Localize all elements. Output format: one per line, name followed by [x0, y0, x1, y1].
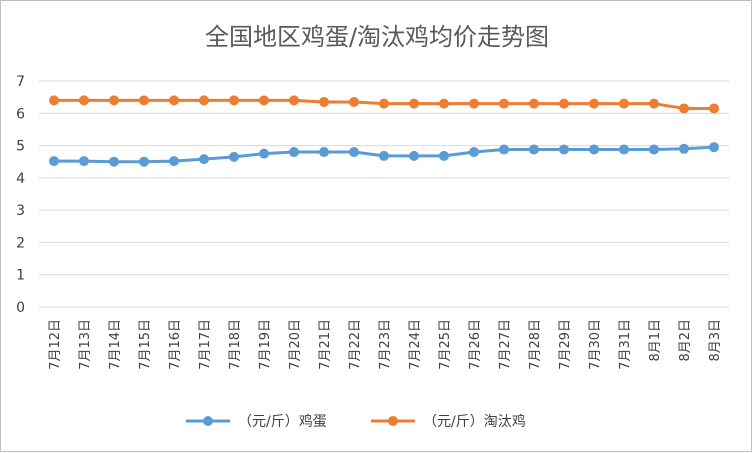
- data-point: [529, 144, 539, 155]
- x-tick-label: 7月28日: [528, 319, 543, 370]
- data-point: [49, 156, 59, 167]
- data-point: [439, 98, 449, 109]
- x-tick-label: 7月19日: [258, 319, 273, 370]
- data-point: [469, 98, 479, 109]
- x-tick-label: 7月18日: [228, 319, 243, 370]
- data-point: [139, 156, 149, 167]
- data-point: [319, 96, 329, 107]
- y-axis-ticks: 0 1 2 3 4 5 6 7: [16, 74, 25, 316]
- data-point: [679, 143, 689, 154]
- data-point: [109, 95, 119, 106]
- data-point: [589, 98, 599, 109]
- x-tick-label: 7月25日: [438, 319, 453, 370]
- data-point: [349, 147, 359, 158]
- data-point: [319, 147, 329, 158]
- data-point: [499, 144, 509, 155]
- data-point: [169, 156, 179, 167]
- x-tick-label: 7月24日: [408, 319, 423, 370]
- x-tick-label: 7月13日: [78, 319, 93, 370]
- data-point: [499, 98, 509, 109]
- y-tick-label: 2: [16, 235, 25, 251]
- x-tick-label: 7月12日: [48, 319, 63, 370]
- data-point: [49, 95, 59, 106]
- x-tick-label: 7月31日: [618, 319, 633, 370]
- data-point: [559, 98, 569, 109]
- series-1: [49, 142, 719, 167]
- series-layer: [49, 95, 719, 167]
- y-tick-label: 0: [16, 300, 25, 316]
- data-point: [529, 98, 539, 109]
- data-point: [469, 147, 479, 158]
- data-point: [559, 144, 569, 155]
- x-tick-label: 7月27日: [498, 319, 513, 370]
- data-point: [709, 103, 719, 114]
- data-point: [199, 154, 209, 165]
- x-tick-label: 7月15日: [138, 319, 153, 370]
- chart-title: 全国地区鸡蛋/淘汰鸡均价走势图: [205, 23, 549, 51]
- legend-swatch-marker: [203, 416, 213, 426]
- y-tick-label: 7: [16, 74, 25, 90]
- data-point: [169, 95, 179, 106]
- y-tick-label: 5: [16, 139, 25, 155]
- data-point: [349, 96, 359, 107]
- data-point: [379, 98, 389, 109]
- legend-swatch-marker: [388, 416, 398, 426]
- x-tick-label: 7月14日: [108, 319, 123, 370]
- data-point: [619, 98, 629, 109]
- x-tick-label: 7月22日: [348, 319, 363, 370]
- legend: （元/斤）鸡蛋 （元/斤）淘汰鸡: [186, 413, 526, 430]
- data-point: [589, 144, 599, 155]
- y-tick-label: 6: [16, 106, 25, 122]
- data-point: [379, 150, 389, 161]
- data-point: [199, 95, 209, 106]
- data-point: [649, 144, 659, 155]
- data-point: [259, 148, 269, 159]
- data-point: [229, 95, 239, 106]
- data-point: [289, 147, 299, 158]
- series-2: [49, 95, 719, 114]
- data-point: [439, 150, 449, 161]
- data-point: [289, 95, 299, 106]
- x-tick-label: 7月26日: [468, 319, 483, 370]
- y-tick-label: 1: [16, 268, 25, 284]
- x-tick-label: 7月29日: [558, 319, 573, 370]
- x-tick-label: 7月21日: [318, 319, 333, 370]
- x-tick-label: 8月3日: [708, 319, 723, 362]
- legend-item: （元/斤）淘汰鸡: [371, 413, 526, 430]
- data-point: [619, 144, 629, 155]
- x-axis-ticks: 7月12日 7月13日 7月14日 7月15日 7月16日 7月17日 7月18日 7月19日…: [48, 319, 723, 370]
- x-tick-label: 8月2日: [678, 319, 693, 362]
- data-point: [409, 150, 419, 161]
- x-tick-label: 7月20日: [288, 319, 303, 370]
- data-point: [229, 151, 239, 162]
- data-point: [109, 156, 119, 167]
- x-tick-label: 7月23日: [378, 319, 393, 370]
- x-tick-label: 7月16日: [168, 319, 183, 370]
- gridlines: [39, 80, 729, 308]
- legend-label: （元/斤）鸡蛋: [238, 413, 327, 430]
- data-point: [409, 98, 419, 109]
- data-point: [139, 95, 149, 106]
- x-tick-label: 7月30日: [588, 319, 603, 370]
- data-point: [259, 95, 269, 106]
- y-tick-label: 3: [16, 203, 25, 219]
- y-tick-label: 4: [16, 171, 25, 187]
- data-point: [709, 142, 719, 153]
- data-point: [679, 103, 689, 114]
- data-point: [649, 98, 659, 109]
- x-tick-label: 7月17日: [198, 319, 213, 370]
- data-point: [79, 156, 89, 167]
- legend-item: （元/斤）鸡蛋: [186, 413, 327, 430]
- x-tick-label: 8月1日: [648, 319, 663, 362]
- legend-label: （元/斤）淘汰鸡: [423, 413, 526, 430]
- data-point: [79, 95, 89, 106]
